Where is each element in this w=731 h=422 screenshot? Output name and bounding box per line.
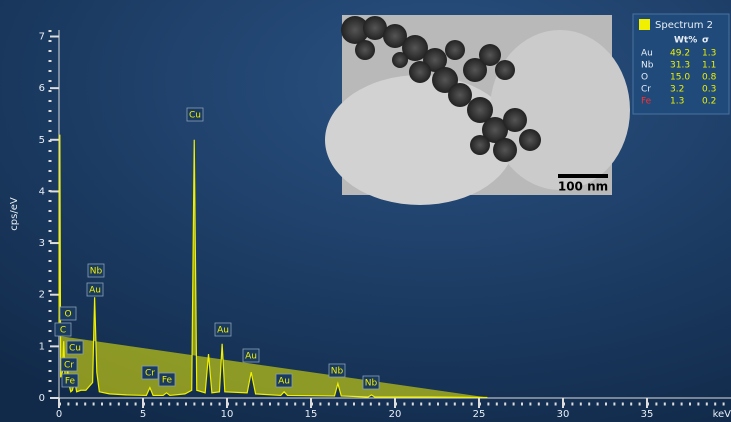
peak-label: Nb [90, 267, 103, 277]
peak-label-box [186, 107, 204, 122]
panel-cell: O [641, 73, 648, 83]
tem-image: 100 nm [325, 15, 630, 205]
y-tick-label: 7 [39, 31, 45, 42]
panel-cell: 0.3 [702, 85, 716, 95]
x-tick-label: 25 [473, 409, 486, 420]
panel-cell: Au [641, 49, 653, 59]
y-tick-label: 6 [39, 83, 45, 94]
peak-label: Nb [331, 367, 344, 377]
peak-label-box [87, 263, 105, 278]
peak-label-box [328, 363, 346, 378]
panel-cell: 1.3 [670, 97, 684, 107]
y-tick-label: 0 [39, 393, 45, 404]
panel-cell: 0.8 [702, 73, 717, 83]
results-panel: Spectrum 2 Wt% σ Au 49.2 1.3 Nb 31.3 1.1 O 15.0 0.… [632, 13, 730, 115]
panel-cell: Fe [641, 97, 652, 107]
peak-label: Au [245, 352, 257, 362]
x-tick-label: 15 [305, 409, 318, 420]
panel-cell: 31.3 [670, 61, 690, 71]
panel-cell: Cr [641, 85, 651, 95]
peak-label: O [64, 310, 71, 320]
peak-label-box [66, 340, 84, 355]
scale-bar-label: 100 nm [558, 180, 608, 194]
peak-label: Cu [69, 344, 81, 354]
y-tick-label: 5 [39, 135, 45, 146]
y-tick-label: 3 [39, 238, 45, 249]
y-axis-label: cps/eV [9, 197, 20, 231]
x-tick-label: 5 [140, 409, 146, 420]
peak-label: Au [278, 377, 290, 387]
y-tick-label: 1 [39, 341, 45, 352]
peak-label-box [275, 373, 293, 388]
panel-cell: Nb [641, 61, 654, 71]
peak-label-box [60, 357, 78, 372]
panel-header: σ [702, 36, 709, 46]
peak-label-box [59, 306, 77, 321]
peak-label: Fe [162, 376, 173, 386]
x-axis-label: keV [713, 409, 731, 420]
peak-label-box [54, 322, 72, 337]
panel-cell: 49.2 [670, 49, 690, 59]
peak-label: Cr [64, 361, 74, 371]
peak-label-box [242, 348, 260, 363]
panel-title: Spectrum 2 [655, 20, 713, 31]
x-tick-label: 35 [641, 409, 654, 420]
panel-cell: 15.0 [670, 73, 690, 83]
x-tick-label: 30 [557, 409, 570, 420]
panel-cell: 1.1 [702, 61, 716, 71]
peak-label: Cr [145, 369, 155, 379]
y-tick-label: 4 [39, 186, 45, 197]
peak-label-box [158, 372, 176, 387]
y-tick-label: 2 [39, 290, 45, 301]
peak-label: Nb [365, 379, 378, 389]
panel-header: Wt% [674, 36, 697, 46]
peak-label: C [60, 326, 66, 336]
panel-cell: 0.2 [702, 97, 716, 107]
panel-cell: 3.2 [670, 85, 684, 95]
peak-label-box [141, 365, 159, 380]
peak-label: Fe [65, 377, 76, 387]
x-tick-label: 20 [389, 409, 402, 420]
x-tick-label: 10 [221, 409, 234, 420]
x-tick-label: 0 [56, 409, 62, 420]
peak-label-box [214, 322, 232, 337]
peak-label: Au [217, 326, 229, 336]
peak-label: Au [89, 286, 101, 296]
peak-label: Cu [189, 111, 201, 121]
peak-label-box [362, 375, 380, 390]
peak-label-box [61, 373, 79, 388]
panel-cell: 1.3 [702, 49, 716, 59]
peak-label-box [86, 282, 104, 297]
